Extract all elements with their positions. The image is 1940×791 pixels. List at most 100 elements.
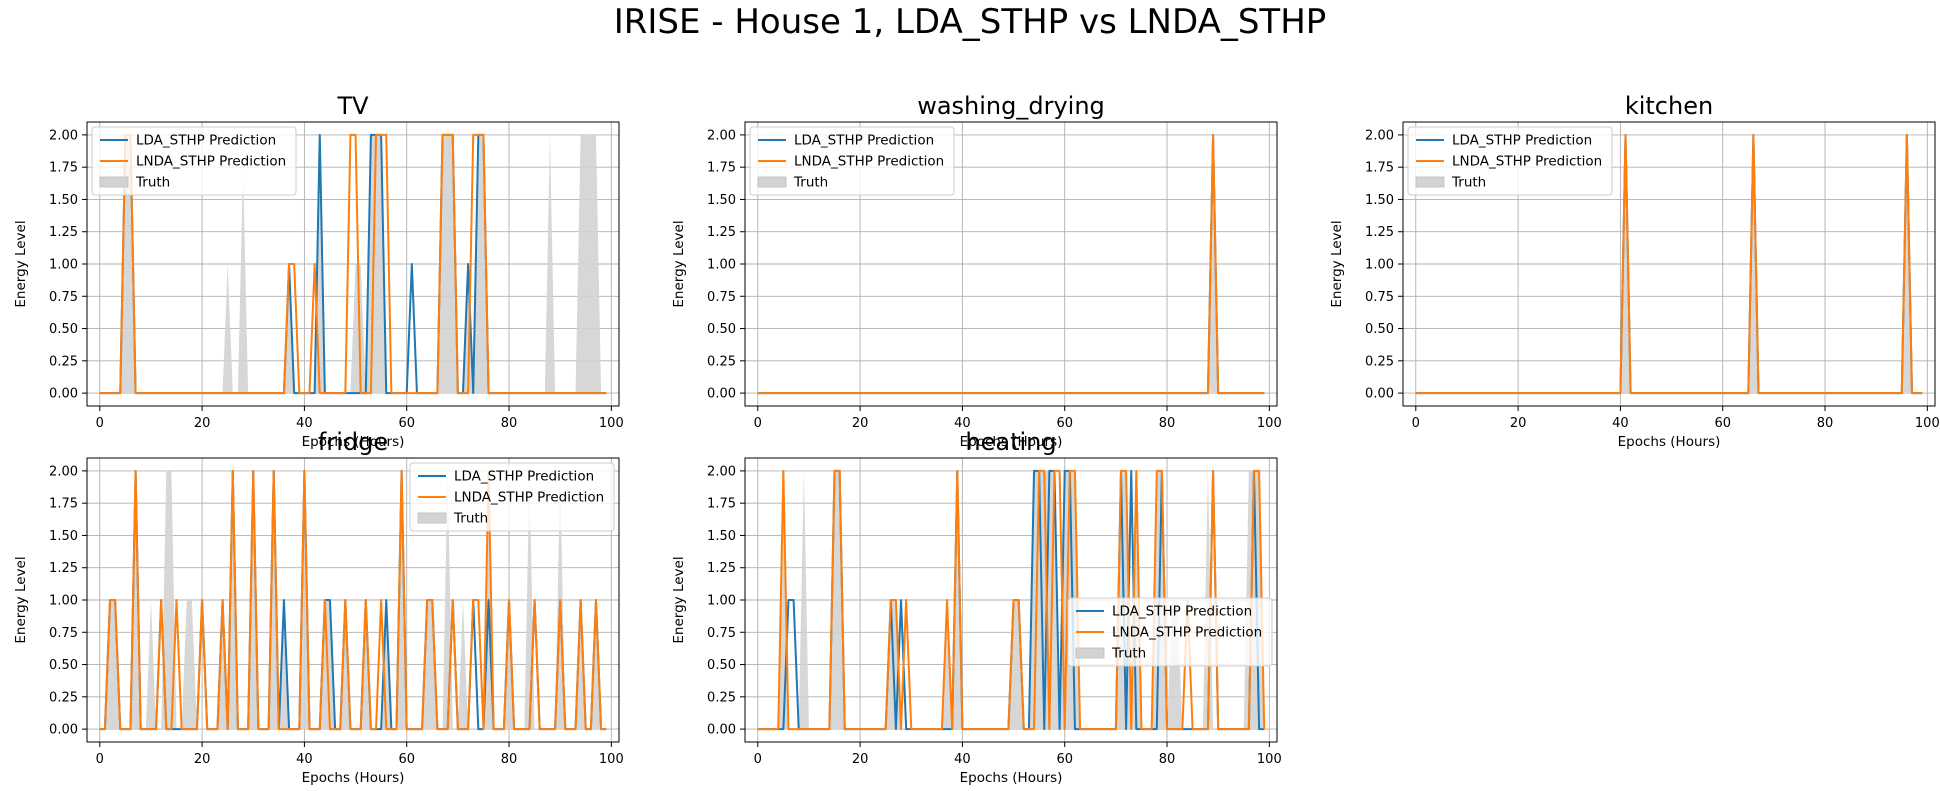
y-axis-label: Energy Level xyxy=(671,556,687,643)
subplot-title: kitchen xyxy=(1625,92,1713,120)
lnda-prediction-line xyxy=(99,133,607,395)
y-tick-label: 1.25 xyxy=(49,225,78,240)
x-tick-label: 60 xyxy=(1056,416,1073,431)
x-tick-label: 80 xyxy=(501,752,518,767)
x-tick-label: 100 xyxy=(1915,416,1940,431)
plot-area xyxy=(1415,133,1923,395)
legend-label: LDA_STHP Prediction xyxy=(136,133,276,149)
y-tick-label: 0.50 xyxy=(49,322,78,337)
legend-label: Truth xyxy=(1111,646,1146,662)
legend-truth-swatch xyxy=(757,176,787,188)
subplot-3: 0 20 40 60 80 100 0.00 0.25 0.50 0.75 1.00 1.25 1.50… xyxy=(1329,92,1940,450)
y-axis-label: Energy Level xyxy=(13,556,29,643)
y-tick-label: 1.50 xyxy=(707,529,736,544)
subplot-title: washing_drying xyxy=(917,92,1105,120)
legend-box xyxy=(409,462,615,532)
y-tick-label: 1.50 xyxy=(707,193,736,208)
x-tick-label: 40 xyxy=(296,752,313,767)
legend: LDA_STHP Prediction LNDA_STHP Prediction T… xyxy=(91,126,297,196)
plot-area xyxy=(99,469,607,731)
legend: LDA_STHP Prediction LNDA_STHP Prediction T… xyxy=(749,126,955,196)
x-tick-label: 80 xyxy=(1159,752,1176,767)
legend-label: Truth xyxy=(793,175,828,191)
legend-label: LDA_STHP Prediction xyxy=(794,133,934,149)
y-tick-label: 1.75 xyxy=(49,161,78,176)
legend-truth-swatch xyxy=(1415,176,1445,188)
y-tick-label: 1.00 xyxy=(707,594,736,609)
x-tick-label: 0 xyxy=(754,416,762,431)
lnda-prediction-line xyxy=(1415,133,1923,395)
legend-box xyxy=(1067,597,1273,667)
x-tick-label: 100 xyxy=(599,416,624,431)
x-tick-label: 80 xyxy=(501,416,518,431)
legend-label: LNDA_STHP Prediction xyxy=(454,490,604,506)
x-axis-label: Epochs (Hours) xyxy=(960,434,1063,450)
subplot-1: 0 20 40 60 80 100 0.00 0.25 0.50 0.75 1.00 1.25 1.50… xyxy=(13,92,624,450)
y-tick-label: 0.00 xyxy=(49,723,78,738)
x-tick-label: 60 xyxy=(398,416,415,431)
legend-truth-swatch xyxy=(1075,647,1105,659)
legend-box xyxy=(91,126,297,196)
legend-label: LDA_STHP Prediction xyxy=(1452,133,1592,149)
x-tick-label: 20 xyxy=(1510,416,1527,431)
subplot-title: heating xyxy=(965,428,1056,456)
x-tick-label: 0 xyxy=(1412,416,1420,431)
subplot-5: 0 20 40 60 80 100 0.00 0.25 0.50 0.75 1.00 1.25 1.50… xyxy=(671,428,1282,786)
plot-area xyxy=(757,133,1265,395)
y-tick-label: 0.75 xyxy=(1365,290,1394,305)
y-tick-label: 0.25 xyxy=(49,690,78,705)
y-tick-label: 1.50 xyxy=(1365,193,1394,208)
y-tick-label: 0.00 xyxy=(1365,387,1394,402)
legend-box xyxy=(1407,126,1613,196)
y-tick-label: 0.75 xyxy=(707,290,736,305)
legend-label: LDA_STHP Prediction xyxy=(454,469,594,485)
subplot-4: 0 20 40 60 80 100 0.00 0.25 0.50 0.75 1.00 1.25 1.50… xyxy=(13,428,624,786)
y-tick-label: 1.75 xyxy=(707,497,736,512)
x-tick-label: 40 xyxy=(954,752,971,767)
legend-label: LNDA_STHP Prediction xyxy=(1452,154,1602,170)
subplot-title: TV xyxy=(336,92,369,120)
y-tick-label: 1.75 xyxy=(1365,161,1394,176)
y-tick-label: 0.25 xyxy=(49,354,78,369)
y-tick-label: 2.00 xyxy=(707,128,736,143)
y-tick-label: 1.00 xyxy=(49,258,78,273)
y-tick-label: 0.50 xyxy=(707,322,736,337)
x-tick-label: 20 xyxy=(194,752,211,767)
lnda-prediction-line xyxy=(757,469,1266,731)
x-tick-label: 20 xyxy=(852,752,869,767)
x-tick-label: 100 xyxy=(1257,416,1282,431)
x-tick-label: 20 xyxy=(194,416,211,431)
x-tick-label: 80 xyxy=(1159,416,1176,431)
y-tick-label: 1.75 xyxy=(49,497,78,512)
x-tick-label: 60 xyxy=(398,752,415,767)
x-axis-label: Epochs (Hours) xyxy=(302,434,405,450)
x-tick-label: 0 xyxy=(96,416,104,431)
truth-area xyxy=(99,134,607,394)
y-tick-label: 1.50 xyxy=(49,193,78,208)
y-tick-label: 1.00 xyxy=(49,594,78,609)
y-tick-label: 0.00 xyxy=(707,387,736,402)
legend-label: LDA_STHP Prediction xyxy=(1112,604,1252,620)
y-tick-label: 0.00 xyxy=(49,387,78,402)
figure-title: IRISE - House 1, LDA_STHP vs LNDA_STHP xyxy=(613,2,1327,42)
lnda-prediction-line xyxy=(99,469,607,731)
x-tick-label: 100 xyxy=(1257,752,1282,767)
y-tick-label: 1.50 xyxy=(49,529,78,544)
legend: LDA_STHP Prediction LNDA_STHP Prediction T… xyxy=(409,462,615,532)
plot-area xyxy=(99,133,607,395)
y-tick-label: 1.25 xyxy=(49,561,78,576)
legend-label: LNDA_STHP Prediction xyxy=(1112,625,1262,641)
x-tick-label: 0 xyxy=(96,752,104,767)
legend-label: LNDA_STHP Prediction xyxy=(794,154,944,170)
subplot-title: fridge xyxy=(318,428,388,456)
legend-truth-swatch xyxy=(417,512,447,524)
subplot-2: 0 20 40 60 80 100 0.00 0.25 0.50 0.75 1.00 1.25 1.50… xyxy=(671,92,1282,450)
legend-label: LNDA_STHP Prediction xyxy=(136,154,286,170)
y-tick-label: 0.50 xyxy=(707,658,736,673)
x-axis-label: Epochs (Hours) xyxy=(960,770,1063,786)
lnda-prediction-line xyxy=(757,133,1265,395)
y-tick-label: 0.00 xyxy=(707,723,736,738)
y-tick-label: 0.50 xyxy=(49,658,78,673)
x-tick-label: 20 xyxy=(852,416,869,431)
